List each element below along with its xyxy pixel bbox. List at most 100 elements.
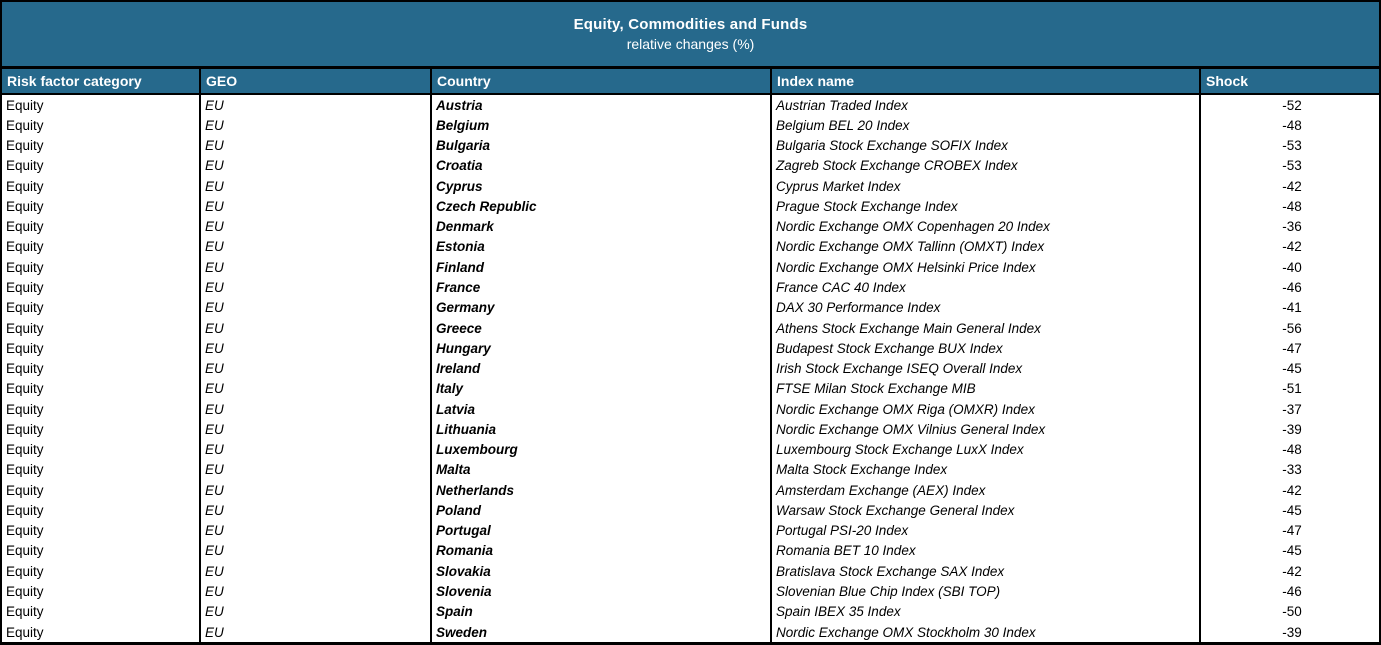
- table-row: Equity EU Lithuania Nordic Exchange OMX …: [2, 419, 1379, 440]
- cell-shock: -39: [1282, 624, 1302, 640]
- cell-shock: -56: [1282, 320, 1302, 336]
- cell-risk-factor-category: Equity: [2, 338, 201, 359]
- cell-risk-factor-category: Equity: [2, 621, 201, 643]
- cell-country: Hungary: [432, 338, 772, 359]
- cell-index-name: Prague Stock Exchange Index: [772, 196, 1201, 217]
- cell-risk-factor-category: Equity: [2, 196, 201, 217]
- cell-geo: EU: [201, 500, 432, 521]
- cell-index-name: Belgium BEL 20 Index: [772, 115, 1201, 136]
- cell-country: Malta: [432, 459, 772, 481]
- cell-index-name: Irish Stock Exchange ISEQ Overall Index: [772, 358, 1201, 379]
- cell-index-name: Slovenian Blue Chip Index (SBI TOP): [772, 581, 1201, 602]
- cell-country: Denmark: [432, 216, 772, 237]
- cell-shock: -42: [1282, 563, 1302, 579]
- cell-index-name: Austrian Traded Index: [772, 95, 1201, 116]
- table-row: Equity EU Austria Austrian Traded Index …: [2, 95, 1379, 116]
- cell-geo: EU: [201, 358, 432, 379]
- table-row: Equity EU Estonia Nordic Exchange OMX Ta…: [2, 236, 1379, 258]
- cell-index-name: Zagreb Stock Exchange CROBEX Index: [772, 155, 1201, 177]
- cell-risk-factor-category: Equity: [2, 459, 201, 481]
- cell-shock: -48: [1282, 117, 1302, 133]
- cell-risk-factor-category: Equity: [2, 540, 201, 562]
- cell-geo: EU: [201, 540, 432, 562]
- cell-geo: EU: [201, 378, 432, 399]
- cell-shock: -53: [1282, 138, 1302, 154]
- cell-risk-factor-category: Equity: [2, 601, 201, 622]
- cell-risk-factor-category: Equity: [2, 439, 201, 460]
- cell-geo: EU: [201, 439, 432, 460]
- cell-shock: -42: [1282, 178, 1302, 194]
- cell-index-name: Athens Stock Exchange Main General Index: [772, 317, 1201, 339]
- cell-country: Germany: [432, 297, 772, 318]
- cell-geo: EU: [201, 236, 432, 258]
- table-row: Equity EU Malta Malta Stock Exchange Ind…: [2, 459, 1379, 481]
- column-header-country: Country: [432, 69, 772, 93]
- cell-index-name: FTSE Milan Stock Exchange MIB: [772, 378, 1201, 399]
- cell-risk-factor-category: Equity: [2, 561, 201, 582]
- cell-risk-factor-category: Equity: [2, 155, 201, 177]
- cell-country: Croatia: [432, 155, 772, 177]
- cell-country: Latvia: [432, 398, 772, 420]
- cell-shock: -45: [1282, 361, 1302, 377]
- cell-country: Portugal: [432, 520, 772, 541]
- cell-country: Italy: [432, 378, 772, 399]
- cell-country: Ireland: [432, 358, 772, 379]
- cell-index-name: DAX 30 Performance Index: [772, 297, 1201, 318]
- cell-shock: -50: [1282, 604, 1302, 620]
- cell-geo: EU: [201, 338, 432, 359]
- cell-country: Poland: [432, 500, 772, 521]
- cell-shock: -46: [1282, 280, 1302, 296]
- cell-country: Lithuania: [432, 419, 772, 440]
- cell-risk-factor-category: Equity: [2, 358, 201, 379]
- cell-risk-factor-category: Equity: [2, 520, 201, 541]
- table-row: Equity EU Italy FTSE Milan Stock Exchang…: [2, 378, 1379, 399]
- table-subtitle: relative changes (%): [626, 36, 755, 52]
- cell-geo: EU: [201, 520, 432, 541]
- table-row: Equity EU Cyprus Cyprus Market Index -42: [2, 176, 1379, 197]
- cell-index-name: Malta Stock Exchange Index: [772, 459, 1201, 481]
- table-title: Equity, Commodities and Funds: [573, 16, 808, 33]
- cell-index-name: Amsterdam Exchange (AEX) Index: [772, 480, 1201, 501]
- cell-shock: -42: [1282, 239, 1302, 255]
- cell-shock: -48: [1282, 442, 1302, 458]
- cell-index-name: Bratislava Stock Exchange SAX Index: [772, 561, 1201, 582]
- cell-shock: -45: [1282, 543, 1302, 559]
- cell-risk-factor-category: Equity: [2, 135, 201, 156]
- cell-index-name: Nordic Exchange OMX Stockholm 30 Index: [772, 621, 1201, 643]
- table-row: Equity EU Finland Nordic Exchange OMX He…: [2, 257, 1379, 278]
- table-row: Equity EU Czech Republic Prague Stock Ex…: [2, 196, 1379, 217]
- cell-geo: EU: [201, 115, 432, 136]
- cell-geo: EU: [201, 216, 432, 237]
- cell-country: Cyprus: [432, 176, 772, 197]
- cell-country: Romania: [432, 540, 772, 562]
- cell-shock: -37: [1282, 401, 1302, 417]
- cell-shock: -42: [1282, 482, 1302, 498]
- table-row: Equity EU Slovakia Bratislava Stock Exch…: [2, 561, 1379, 582]
- table-row: Equity EU Denmark Nordic Exchange OMX Co…: [2, 216, 1379, 237]
- cell-risk-factor-category: Equity: [2, 257, 201, 278]
- table-row: Equity EU Bulgaria Bulgaria Stock Exchan…: [2, 135, 1379, 156]
- cell-country: Slovenia: [432, 581, 772, 602]
- cell-shock: -40: [1282, 259, 1302, 275]
- cell-risk-factor-category: Equity: [2, 236, 201, 258]
- cell-country: Bulgaria: [432, 135, 772, 156]
- table-row: Equity EU Latvia Nordic Exchange OMX Rig…: [2, 398, 1379, 420]
- cell-country: Estonia: [432, 236, 772, 258]
- cell-geo: EU: [201, 176, 432, 197]
- cell-index-name: France CAC 40 Index: [772, 277, 1201, 298]
- table-row: Equity EU Germany DAX 30 Performance Ind…: [2, 297, 1379, 318]
- cell-index-name: Warsaw Stock Exchange General Index: [772, 500, 1201, 521]
- cell-country: Czech Republic: [432, 196, 772, 217]
- cell-index-name: Nordic Exchange OMX Riga (OMXR) Index: [772, 398, 1201, 420]
- cell-geo: EU: [201, 621, 432, 643]
- column-header-shock: Shock: [1206, 73, 1249, 89]
- cell-shock: -39: [1282, 421, 1302, 437]
- cell-index-name: Portugal PSI-20 Index: [772, 520, 1201, 541]
- cell-shock: -36: [1282, 219, 1302, 235]
- cell-shock: -47: [1282, 523, 1302, 539]
- cell-index-name: Nordic Exchange OMX Helsinki Price Index: [772, 257, 1201, 278]
- cell-country: Spain: [432, 601, 772, 622]
- cell-shock: -47: [1282, 340, 1302, 356]
- cell-geo: EU: [201, 155, 432, 177]
